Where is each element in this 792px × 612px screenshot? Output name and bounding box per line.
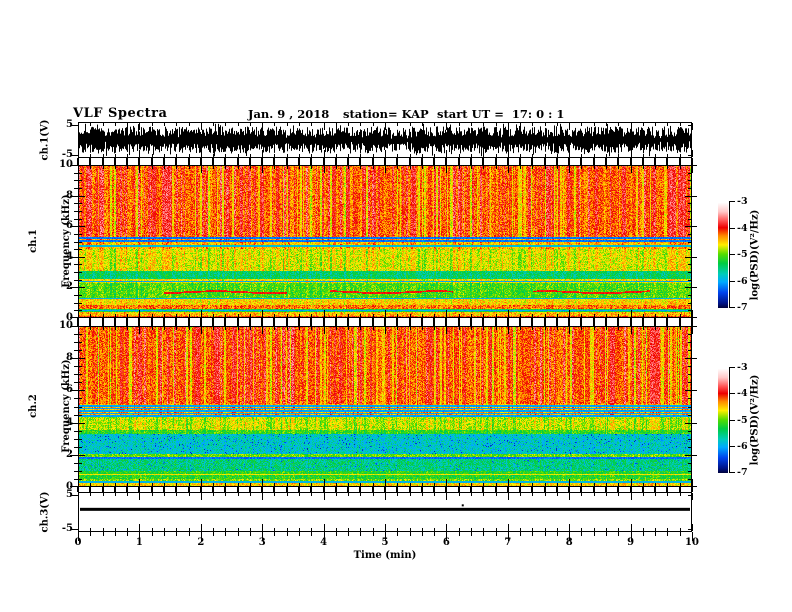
colorbar-tick-label: -4 bbox=[737, 222, 748, 234]
x-tick-label: 10 bbox=[685, 537, 699, 548]
colorbar-tick-label: -3 bbox=[737, 362, 748, 373]
y-tick-label: 0 bbox=[66, 481, 73, 492]
x-tick-label: 0 bbox=[74, 537, 82, 548]
y-tick-label: 10 bbox=[59, 320, 73, 331]
colorbar-tick-label: -3 bbox=[737, 196, 748, 207]
time-axis-label: Time (min) bbox=[353, 550, 417, 561]
ch1-label-line1: ch.1 bbox=[28, 229, 39, 253]
x-tick-label: 5 bbox=[381, 537, 389, 548]
colorbar-tick-label: -5 bbox=[737, 414, 748, 426]
colorbar-tick-label: -7 bbox=[737, 467, 748, 478]
y-tick-label: 2 bbox=[66, 448, 73, 460]
x-tick-label: 8 bbox=[565, 537, 573, 548]
colorbar-tick-label: -6 bbox=[737, 275, 748, 287]
x-tick-label: 4 bbox=[320, 537, 328, 548]
x-tick-label: 3 bbox=[258, 537, 266, 548]
x-tick-label: 2 bbox=[197, 537, 205, 548]
y-tick-label: -5 bbox=[61, 149, 73, 160]
y-tick-label: -5 bbox=[61, 522, 73, 534]
x-tick-label: 6 bbox=[442, 537, 450, 548]
colorbar-tick-label: -5 bbox=[737, 249, 748, 260]
y-tick-label: 6 bbox=[66, 384, 73, 396]
y-tick-label: 4 bbox=[66, 250, 73, 262]
y-tick-label: 8 bbox=[66, 189, 73, 201]
y-tick-label: 4 bbox=[66, 416, 73, 428]
x-tick-label: 1 bbox=[135, 537, 143, 548]
y-tick-label: 0 bbox=[66, 312, 73, 323]
colorbar-tick-label: -7 bbox=[737, 302, 748, 313]
x-tick-label: 7 bbox=[504, 537, 512, 548]
y-tick-label: 10 bbox=[59, 159, 73, 170]
y-tick-label: 2 bbox=[66, 281, 73, 293]
y-tick-label: 5 bbox=[66, 489, 73, 501]
colorbar-tick-label: -6 bbox=[737, 440, 748, 452]
y-tick-label: 8 bbox=[66, 352, 73, 364]
y-tick-label: 6 bbox=[66, 220, 73, 232]
y-tick-label: 5 bbox=[66, 119, 73, 130]
x-tick-label: 9 bbox=[627, 537, 635, 548]
colorbar-tick-label: -4 bbox=[737, 388, 748, 400]
ch2-label-line1: ch.2 bbox=[28, 394, 39, 418]
